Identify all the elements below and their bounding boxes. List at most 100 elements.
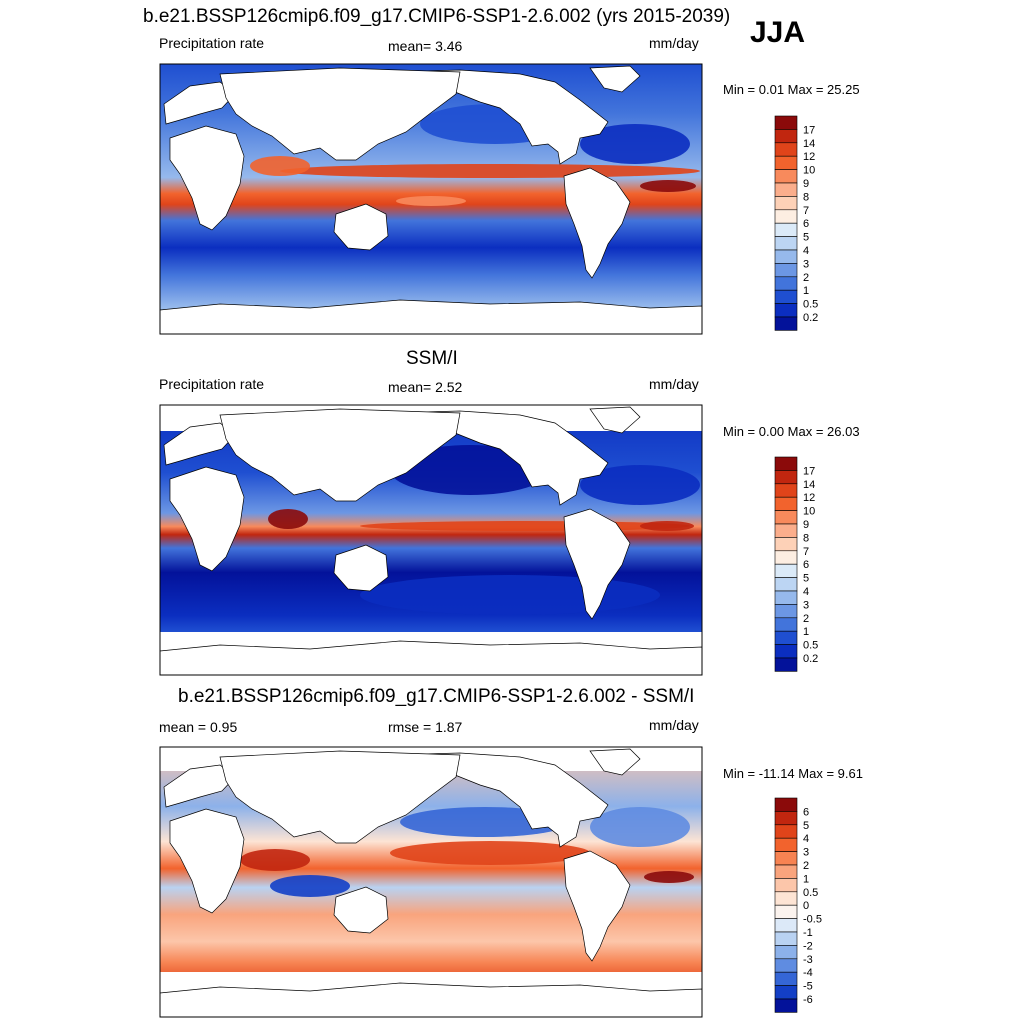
colorbar-tick-label: -1: [803, 927, 813, 939]
precip-feature: [640, 521, 694, 531]
colorbar-swatch: [774, 550, 798, 565]
colorbar-swatch: [774, 945, 798, 960]
panel-2-minmax: Min = 0.00 Max = 26.03: [723, 424, 860, 439]
colorbar-swatch: [774, 837, 798, 852]
colorbar-tick-label: 0.2: [803, 312, 818, 324]
colorbar-swatch: [774, 604, 798, 619]
colorbar-swatch: [774, 276, 798, 291]
panel-3-colorbar: 6 54 321 0.50 -0.5-1-2 -3-4 -5-6: [774, 797, 822, 1013]
panel-2-title: SSM/I: [406, 348, 458, 369]
colorbar-swatch: [774, 537, 798, 552]
colorbar-tick-label: 2: [803, 860, 809, 872]
colorbar-swatch: [774, 236, 798, 251]
panel-3-minmax: Min = -11.14 Max = 9.61: [723, 766, 863, 781]
panel-3-frame: [159, 746, 703, 1018]
colorbar-tick-label: 6: [803, 218, 809, 230]
colorbar-tick-label: 9: [803, 519, 809, 531]
colorbar-swatch: [774, 617, 798, 632]
colorbar-tick-label: -3: [803, 954, 813, 966]
panel-3-units: mm/day: [649, 717, 699, 733]
panel-3-mean-label: mean = 0.95: [159, 719, 238, 735]
colorbar-tick-label: 1: [803, 285, 809, 297]
colorbar-swatch: [774, 904, 798, 919]
colorbar-tick-label: -2: [803, 940, 813, 952]
colorbar-swatch: [774, 483, 798, 498]
colorbar-swatch: [774, 864, 798, 879]
panel-3-rmse-label: rmse = 1.87: [388, 719, 463, 735]
colorbar-swatch: [774, 263, 798, 278]
panel-2-units: mm/day: [649, 376, 699, 392]
colorbar-tick-label: 4: [803, 833, 809, 845]
panel-1-map: [159, 63, 703, 335]
colorbar-swatch: [774, 891, 798, 906]
colorbar-tick-label: 8: [803, 191, 809, 203]
colorbar-tick-label: 12: [803, 151, 815, 163]
precip-feature: [644, 871, 694, 883]
precip-feature: [268, 509, 308, 529]
colorbar-swatch: [774, 797, 798, 812]
colorbar-swatch: [774, 510, 798, 525]
precip-feature: [270, 875, 350, 897]
panel-3-title: b.e21.BSSP126cmip6.f09_g17.CMIP6-SSP1-2.…: [178, 686, 695, 707]
colorbar-swatch: [774, 577, 798, 592]
colorbar-tick-label: 17: [803, 465, 815, 477]
colorbar-tick-label: 14: [803, 138, 815, 150]
colorbar-tick-label: 0: [803, 900, 809, 912]
colorbar-swatch: [774, 155, 798, 170]
colorbar-swatch: [774, 878, 798, 893]
colorbar-swatch: [774, 196, 798, 211]
colorbar-swatch: [774, 129, 798, 144]
colorbar-tick-label: 6: [803, 806, 809, 818]
precip-feature: [396, 196, 466, 206]
colorbar-tick-label: 2: [803, 272, 809, 284]
colorbar-swatch: [774, 644, 798, 659]
colorbar-tick-label: 3: [803, 847, 809, 859]
colorbar-swatch: [774, 630, 798, 645]
colorbar-swatch: [774, 657, 798, 672]
colorbar-tick-label: 12: [803, 492, 815, 504]
panel-1-minmax: Min = 0.01 Max = 25.25: [723, 82, 860, 97]
colorbar-swatch: [774, 209, 798, 224]
colorbar-swatch: [774, 523, 798, 538]
precip-feature: [360, 575, 660, 615]
colorbar-tick-label: 7: [803, 546, 809, 558]
colorbar-swatch: [774, 811, 798, 826]
colorbar-swatch: [774, 169, 798, 184]
colorbar-tick-label: 8: [803, 532, 809, 544]
precip-feature: [640, 180, 696, 192]
colorbar-tick-label: -6: [803, 994, 813, 1006]
panel-1-units: mm/day: [649, 35, 699, 51]
colorbar-tick-label: 6: [803, 559, 809, 571]
precip-feature: [390, 841, 590, 865]
colorbar-swatch: [774, 316, 798, 331]
precip-feature: [240, 849, 310, 871]
colorbar-swatch: [774, 470, 798, 485]
precip-feature: [280, 164, 700, 178]
colorbar-swatch: [774, 590, 798, 605]
colorbar-swatch: [774, 289, 798, 304]
panel-1-frame: [159, 63, 703, 335]
colorbar-tick-label: 5: [803, 820, 809, 832]
season-label: JJA: [750, 16, 806, 49]
colorbar-tick-label: 1: [803, 873, 809, 885]
colorbar-tick-label: 4: [803, 245, 809, 257]
colorbar-tick-label: 0.2: [803, 653, 818, 665]
colorbar-swatch: [774, 496, 798, 511]
colorbar-tick-label: 0.5: [803, 640, 818, 652]
panel-2-frame: [159, 404, 703, 676]
colorbar-tick-label: 7: [803, 205, 809, 217]
colorbar-tick-label: 5: [803, 573, 809, 585]
colorbar-tick-label: 0.5: [803, 299, 818, 311]
panel-1-title: b.e21.BSSP126cmip6.f09_g17.CMIP6-SSP1-2.…: [143, 6, 731, 27]
colorbar-swatch: [774, 958, 798, 973]
panel-1-left-label: Precipitation rate: [159, 35, 265, 51]
colorbar-tick-label: 14: [803, 479, 815, 491]
colorbar-tick-label: -0.5: [803, 914, 822, 926]
colorbar-swatch: [774, 303, 798, 318]
colorbar-swatch: [774, 971, 798, 986]
colorbar-swatch: [774, 142, 798, 157]
panel-2-mean-label: mean= 2.52: [388, 379, 463, 395]
